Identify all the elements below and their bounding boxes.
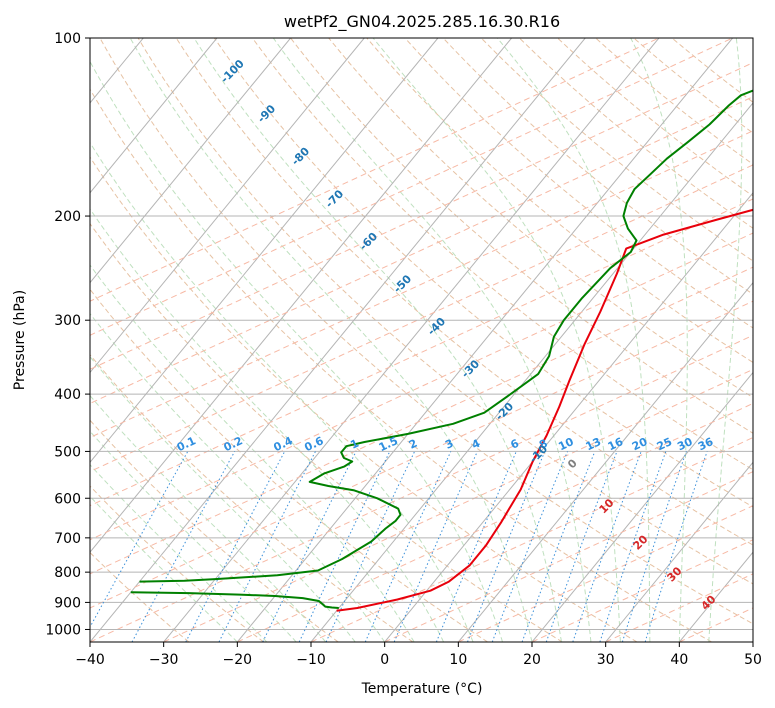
- profile-line-1: [139, 89, 753, 583]
- isotherm: [236, 38, 733, 642]
- mixing-ratio-line: [467, 451, 546, 642]
- y-axis-title: Pressure (hPa): [12, 290, 28, 390]
- x-axis: −40 −30 −20 −10 0 10 20 30 40 50: [75, 642, 762, 668]
- isotherm: [457, 281, 753, 642]
- mixing-ratio-line: [364, 451, 452, 642]
- x-tick-label: −30: [149, 652, 179, 668]
- y-tick-label: 800: [54, 565, 81, 581]
- isotherm: [163, 38, 660, 642]
- isotherm: [90, 38, 512, 553]
- dry-adiabat: [90, 88, 712, 642]
- mixing-ratio-line: [572, 451, 642, 642]
- moist-adiabat: [372, 38, 621, 642]
- dry-adiabat: [404, 38, 753, 329]
- moist-adiabat: [272, 38, 592, 642]
- dry-adiabat: [442, 38, 753, 295]
- y-tick-label: 400: [54, 387, 81, 403]
- y-tick-label: 1000: [45, 622, 81, 638]
- isotherm: [90, 38, 291, 284]
- dry-adiabat: [99, 38, 753, 625]
- isotherm: [752, 641, 753, 642]
- dry-adiabat: [90, 485, 264, 642]
- y-tick-label: 200: [54, 209, 81, 225]
- mixing-ratio-line: [218, 451, 316, 642]
- x-tick-label: 0: [380, 652, 389, 668]
- mixing-ratio-label: 10: [556, 435, 576, 453]
- mixing-ratio-line: [491, 451, 568, 642]
- dry-adiabat: [137, 38, 753, 585]
- isotherm: [0, 38, 70, 642]
- dry-adiabat: [290, 38, 753, 434]
- mixing-ratio-line: [644, 451, 708, 642]
- profile-series: [130, 89, 753, 612]
- plot-frame: [89, 37, 754, 643]
- mixing-ratio-label: 16: [606, 435, 626, 453]
- mixing-ratio-line: [90, 451, 189, 629]
- moist-adiabat: [90, 60, 503, 642]
- profile-line-0: [336, 208, 753, 612]
- y-tick-label: 500: [54, 444, 81, 460]
- isotherm: [90, 38, 586, 642]
- moist-adiabat: [90, 141, 474, 642]
- moist-adiabat: [129, 38, 533, 642]
- y-tick-label: 100: [54, 31, 81, 47]
- y-axis: 100 200 300 400 500 600 700 800 900 1000: [45, 31, 90, 638]
- isotherm: [90, 38, 365, 374]
- mixing-ratio-line: [393, 451, 478, 642]
- x-tick-label: 50: [744, 652, 762, 668]
- dry-adiabat: [90, 551, 190, 642]
- y-tick-label: 600: [54, 491, 81, 507]
- background-grid: [0, 38, 753, 642]
- isotherm: [310, 102, 753, 642]
- moist-adiabat: [708, 38, 743, 642]
- chart-title: wetPf2_GN04.2025.285.16.30.R16: [284, 12, 560, 32]
- mixing-ratio-line: [621, 451, 687, 642]
- moist-adiabat: [193, 38, 562, 642]
- moist-adiabat: [496, 38, 651, 642]
- isotherm: [531, 371, 753, 642]
- profile-line-2: [130, 591, 339, 609]
- x-tick-label: 30: [597, 652, 615, 668]
- mixing-ratio-label: 13: [584, 435, 603, 453]
- mixing-ratio-label: 20: [630, 435, 650, 453]
- moist-adiabat: [90, 312, 386, 642]
- moist-adiabat: [90, 464, 268, 642]
- dry-adiabat: [328, 38, 753, 399]
- dry-adiabat: [90, 288, 488, 642]
- isotherm: [605, 461, 753, 642]
- temperature-guide-line: [752, 641, 753, 642]
- mixing-ratio-line: [131, 451, 236, 642]
- dry-adiabat: [90, 222, 563, 642]
- mixing-ratio-label: 36: [696, 435, 716, 453]
- mixing-ratio-label: 25: [655, 435, 674, 453]
- moist-adiabat: [90, 355, 356, 642]
- dry-adiabat: [90, 419, 339, 642]
- moist-adiabat: [90, 495, 238, 642]
- x-tick-label: −20: [223, 652, 253, 668]
- moist-adiabat: [90, 430, 297, 642]
- y-tick-label: 900: [54, 595, 81, 611]
- moist-adiabat: [90, 264, 415, 642]
- y-tick-label: 300: [54, 313, 81, 329]
- x-tick-label: −10: [296, 652, 326, 668]
- mixing-ratio-line: [599, 451, 667, 642]
- dry-adiabat: [90, 156, 638, 642]
- x-tick-label: −40: [75, 652, 105, 668]
- isotherm: [384, 192, 753, 642]
- isotherm: [90, 38, 439, 464]
- y-tick-label: 700: [54, 531, 81, 547]
- mixing-ratio-label: 30: [675, 435, 695, 453]
- mixing-ratio-line: [545, 451, 618, 642]
- x-tick-label: 40: [670, 652, 688, 668]
- moist-adiabat: [630, 38, 688, 642]
- mixing-ratio-line: [435, 451, 517, 642]
- isotherm: [90, 38, 218, 194]
- x-tick-label: 10: [449, 652, 467, 668]
- moist-adiabat: [90, 394, 327, 642]
- mixing-ratio-line: [521, 451, 596, 642]
- x-tick-label: 20: [523, 652, 541, 668]
- x-axis-title: Temperature (°C): [361, 681, 483, 697]
